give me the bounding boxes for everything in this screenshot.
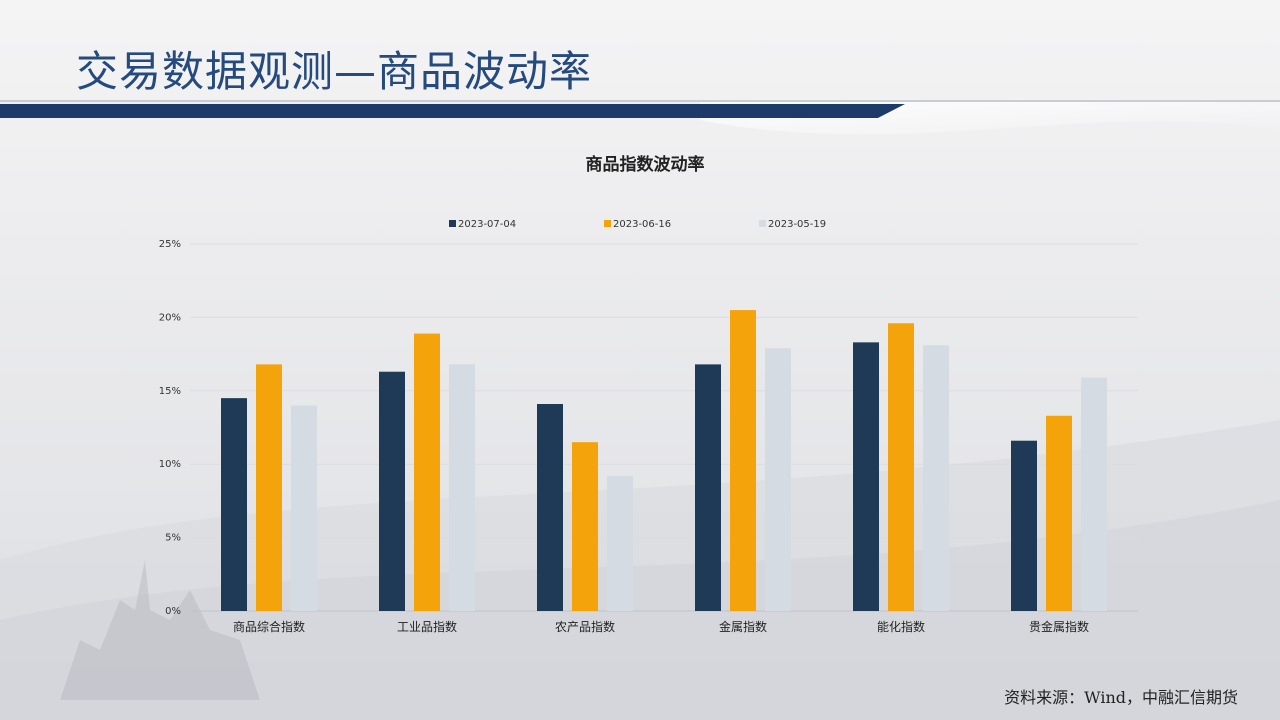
x-tick-label: 工业品指数 xyxy=(397,619,457,634)
bar xyxy=(221,398,247,611)
header-accent-bar xyxy=(0,104,905,118)
x-tick-label: 农产品指数 xyxy=(555,619,615,634)
chart-gridlines xyxy=(190,243,1138,612)
bar xyxy=(607,475,633,611)
y-tick-label: 20% xyxy=(159,312,181,323)
bar xyxy=(1046,415,1072,611)
y-axis: 0% 5% 10% 15% 20% 25% xyxy=(159,239,181,617)
page-title: 交易数据观测—商品波动率 xyxy=(76,47,593,96)
legend-label: 2023-05-19 xyxy=(768,219,826,230)
x-tick-label: 贵金属指数 xyxy=(1029,619,1089,634)
legend-swatch xyxy=(604,220,611,227)
x-tick-label: 金属指数 xyxy=(719,619,767,634)
chart-title: 商品指数波动率 xyxy=(586,154,705,175)
y-tick-label: 10% xyxy=(159,459,181,470)
x-tick-label: 能化指数 xyxy=(877,619,925,634)
x-axis: 商品综合指数 工业品指数 农产品指数 金属指数 能化指数 贵金属指数 xyxy=(233,619,1089,634)
header-divider xyxy=(0,100,1280,102)
bar xyxy=(1011,440,1037,611)
bar xyxy=(291,405,317,611)
bar xyxy=(765,348,791,611)
y-tick-label: 25% xyxy=(159,239,181,250)
bar xyxy=(923,345,949,611)
legend-swatch xyxy=(759,220,766,227)
bar xyxy=(695,364,721,611)
chart-bars xyxy=(221,310,1107,611)
y-tick-label: 15% xyxy=(159,386,181,397)
bar xyxy=(888,323,914,611)
bar xyxy=(256,364,282,611)
bar xyxy=(379,371,405,611)
bar xyxy=(1081,377,1107,611)
bar xyxy=(730,310,756,611)
bar xyxy=(572,442,598,611)
legend-swatch xyxy=(449,220,456,227)
y-tick-label: 0% xyxy=(165,606,181,617)
chart-legend: 2023-07-04 2023-06-16 2023-05-19 xyxy=(449,219,826,230)
bar xyxy=(449,364,475,611)
bar xyxy=(537,404,563,611)
x-tick-label: 商品综合指数 xyxy=(233,619,305,634)
legend-label: 2023-07-04 xyxy=(458,219,516,230)
y-tick-label: 5% xyxy=(165,533,181,544)
source-note: 资料来源：Wind，中融汇信期货 xyxy=(1004,688,1238,707)
bar xyxy=(414,333,440,611)
legend-label: 2023-06-16 xyxy=(613,219,671,230)
bar xyxy=(853,342,879,611)
